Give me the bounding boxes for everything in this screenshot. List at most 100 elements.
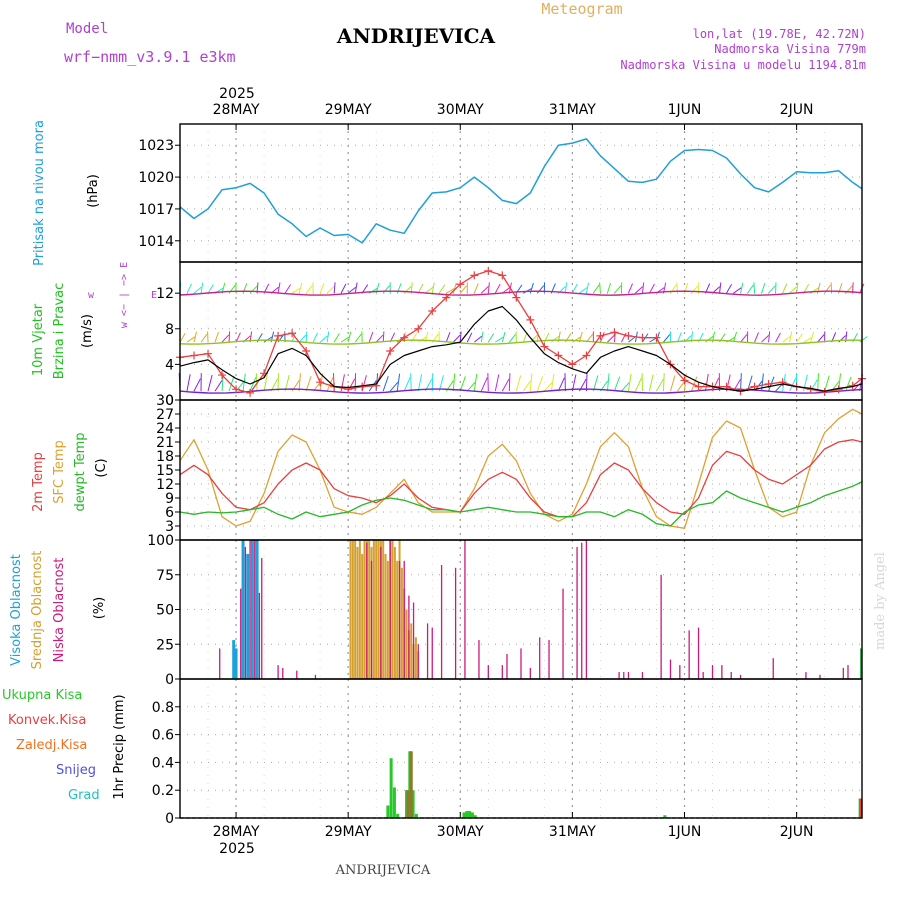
wind-barb [536,285,545,294]
temp-dewpt-line [179,481,863,527]
wind-gust-marker [428,306,437,315]
cloud-low-bar [478,640,480,679]
wind-barb [824,284,831,294]
wind-gust-marker [302,347,311,356]
wind-gust-marker [232,385,241,394]
wind-gust-marker [820,387,829,396]
wind-barb [782,336,791,343]
wind-barb [277,282,281,294]
wind-barb [494,374,500,392]
wind-barb [361,375,367,392]
wind-barb [284,284,292,294]
cloud-title-1: Visoka Oblacnost [9,554,24,666]
precip-total-bar [386,805,390,818]
cloud-mid-bar [377,540,380,679]
precip-total-bar [470,812,474,818]
wind-barb [445,332,451,343]
cloud-low-bar [679,665,681,679]
precip-label-grad: Grad [68,788,100,803]
pressure-line [179,138,863,244]
wind-gust-marker [442,293,451,302]
wind-barb [663,334,671,343]
precip-total-bar [462,812,466,818]
panel-frame [179,678,863,819]
cloud-mid-bar [382,540,385,679]
wind-barb [214,331,219,343]
cloud-low-bar [697,627,700,679]
cloud-high-bar [250,540,254,679]
wind-barb [817,334,825,343]
wind-ytick-label: 0 [165,393,174,409]
wind-barb [747,284,754,294]
day-label-bottom: 31MAY [549,824,596,840]
cloud-low-bar [539,637,541,679]
cloud-low-bar [819,674,821,679]
wind-barb [487,282,490,294]
day-label-bottom: 29MAY [325,824,372,840]
wind-band-line [179,388,863,394]
wind-barb [550,373,555,392]
wind-gust-marker [316,378,325,387]
day-label-top: 30MAY [437,102,484,118]
pressure-ylabel: (hPa) [86,174,101,208]
cloud-low-bar [244,546,247,679]
precip-label-conv: Konvek.Kisa [8,713,86,728]
wind-barb [599,282,601,294]
cloud-low-bar [464,540,466,679]
wind-barb [599,332,605,343]
wind-barb [753,282,756,294]
cloud-high-bar [232,640,236,679]
wind-barb [249,377,257,392]
wind-band-line [179,290,863,296]
wind-barb [446,287,455,294]
wind-barb [648,374,654,392]
pressure-ytick-label: 1023 [138,138,174,154]
cloud-low-bar [398,560,401,679]
wind-barb [768,331,771,343]
wind-barb [298,334,307,343]
wind-barb [789,331,793,343]
cloud-low-bar [417,644,419,679]
wind-barb [543,382,553,392]
wind-barb [691,376,698,392]
precip-ytick-label: 0.8 [152,700,174,716]
wind-barb [613,376,621,392]
wind-barb [677,380,686,392]
cloud-high-bar [255,540,259,679]
wind-barb [382,376,389,392]
wind-barb [193,286,202,294]
wind-gust-marker [624,331,633,340]
day-label-bottom: 2JUN [780,824,814,840]
wind-barb [705,335,714,343]
cloud-title-3: Niska Oblacnost [52,558,67,663]
cloud-low-bar [562,588,564,679]
lonlat-label: lon,lat (19.78E, 42.72N) [693,27,866,41]
wind-gust-marker [680,376,689,385]
cloud-low-bar [258,592,261,679]
wind-barb [536,376,544,392]
wind-barb [354,282,358,294]
cloud-low-bar [702,672,704,679]
cloud-low-bar [412,602,415,679]
cloud-mid-bar [410,623,413,679]
wind-barb [585,282,590,294]
wind-barb [621,382,630,392]
wind-barb [179,333,186,343]
cloud-low-bar [366,542,368,679]
wind-compass-e: E [151,290,157,301]
wind-barb [761,282,766,294]
temp-title-2: SFC Temp [52,440,67,504]
wind-barb [207,374,213,392]
wind-barb [606,373,610,392]
wind-barb [761,335,769,343]
cloud-low-bar [529,667,531,679]
wind-gust-marker [456,280,465,289]
wind-barb [424,286,434,294]
wind-ytick-label: 8 [165,322,174,338]
precip-conv-bar [859,798,863,818]
wind-barb [200,333,208,343]
wind-barb [186,283,193,294]
wind-barb [305,285,313,294]
pressure-ytick-label: 1020 [138,170,174,186]
wind-barb [193,378,201,392]
